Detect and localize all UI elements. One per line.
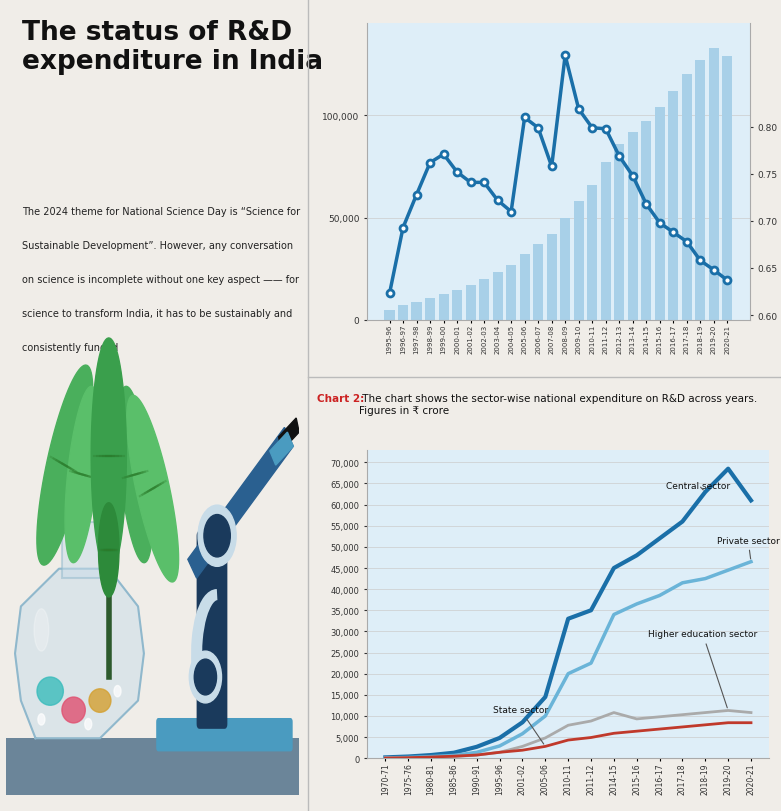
Ellipse shape [62, 697, 85, 723]
Text: science to transform India, it has to be sustainably and: science to transform India, it has to be… [22, 309, 292, 319]
Text: Sustainable Development”. However, any conversation: Sustainable Development”. However, any c… [22, 241, 293, 251]
Bar [628, 132, 638, 320]
Bar [493, 272, 503, 320]
Text: The chart shows the sector-wise national expenditure on R&D across years.
Figure: The chart shows the sector-wise national… [359, 393, 757, 416]
Polygon shape [15, 569, 144, 738]
Bar [547, 234, 557, 320]
Polygon shape [37, 366, 93, 565]
Bar [479, 280, 489, 320]
Polygon shape [270, 432, 294, 466]
Bar [587, 186, 597, 320]
Polygon shape [98, 503, 119, 597]
Circle shape [114, 685, 121, 697]
Circle shape [37, 714, 45, 725]
Bar [614, 145, 624, 320]
Bar [519, 255, 530, 320]
Polygon shape [279, 418, 299, 452]
Polygon shape [127, 396, 179, 582]
Bar [425, 299, 435, 320]
Circle shape [198, 505, 236, 567]
Text: The status of R&D
expenditure in India: The status of R&D expenditure in India [22, 20, 323, 75]
Circle shape [194, 659, 216, 695]
FancyBboxPatch shape [197, 531, 227, 729]
Circle shape [84, 719, 92, 730]
Bar [438, 295, 448, 320]
FancyBboxPatch shape [156, 718, 293, 752]
Text: consistently funded: consistently funded [22, 343, 118, 353]
Text: Private sector: Private sector [717, 536, 779, 560]
Text: The 2024 theme for National Science Day is “Science for: The 2024 theme for National Science Day … [22, 207, 300, 217]
Ellipse shape [89, 689, 111, 712]
Ellipse shape [37, 677, 63, 706]
FancyBboxPatch shape [6, 738, 299, 795]
Bar [722, 57, 733, 320]
Bar [601, 163, 611, 320]
Bar [573, 202, 583, 320]
Bar [452, 291, 462, 320]
Polygon shape [187, 428, 294, 578]
Bar [641, 122, 651, 320]
Ellipse shape [34, 609, 48, 651]
Text: State sector: State sector [493, 706, 548, 744]
Text: on science is incomplete without one key aspect —— for: on science is incomplete without one key… [22, 275, 298, 285]
Bar [398, 306, 408, 320]
Circle shape [204, 515, 230, 557]
Text: Central sector: Central sector [666, 481, 730, 491]
Polygon shape [91, 338, 127, 573]
Bar [654, 108, 665, 320]
Text: Higher education sector: Higher education sector [648, 629, 758, 708]
Bar [682, 75, 692, 320]
Polygon shape [118, 387, 152, 563]
Circle shape [189, 651, 222, 703]
Bar [412, 303, 422, 320]
Bar [533, 245, 544, 320]
Polygon shape [65, 387, 100, 563]
Bar [506, 265, 516, 320]
FancyBboxPatch shape [62, 522, 103, 578]
Bar [708, 49, 719, 320]
Bar [465, 285, 476, 320]
Bar [560, 218, 570, 320]
Bar [669, 92, 679, 320]
Bar [384, 310, 394, 320]
Text: Chart 2:: Chart 2: [317, 393, 364, 403]
Bar [695, 61, 705, 320]
